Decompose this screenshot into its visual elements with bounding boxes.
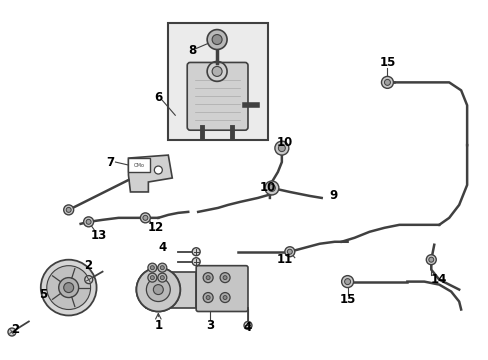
Circle shape: [150, 276, 154, 280]
Text: 3: 3: [205, 319, 214, 332]
Circle shape: [41, 260, 96, 315]
FancyBboxPatch shape: [187, 62, 247, 130]
Circle shape: [381, 76, 393, 88]
FancyBboxPatch shape: [196, 266, 247, 311]
Polygon shape: [128, 155, 172, 192]
Circle shape: [192, 258, 200, 266]
Circle shape: [212, 35, 222, 45]
Circle shape: [206, 276, 210, 280]
Text: 8: 8: [188, 44, 196, 57]
Text: 5: 5: [39, 288, 47, 301]
Circle shape: [147, 273, 157, 282]
Circle shape: [220, 273, 229, 283]
Circle shape: [146, 278, 170, 302]
Text: OMo: OMo: [134, 163, 144, 167]
Circle shape: [384, 80, 389, 85]
Circle shape: [136, 268, 180, 311]
Circle shape: [207, 30, 226, 50]
Circle shape: [153, 285, 163, 294]
Circle shape: [428, 257, 433, 262]
Circle shape: [59, 278, 79, 298]
Circle shape: [158, 263, 166, 272]
Text: 4: 4: [158, 241, 166, 254]
Circle shape: [341, 276, 353, 288]
Circle shape: [140, 213, 150, 223]
Text: 4: 4: [244, 321, 252, 334]
Text: 6: 6: [154, 91, 162, 104]
Text: 7: 7: [106, 156, 114, 168]
Text: 15: 15: [379, 56, 395, 69]
Circle shape: [158, 273, 166, 282]
Circle shape: [426, 255, 435, 265]
Circle shape: [264, 181, 278, 195]
Circle shape: [268, 184, 275, 192]
Circle shape: [212, 67, 222, 76]
Circle shape: [223, 276, 226, 280]
Text: 12: 12: [147, 221, 163, 234]
Circle shape: [86, 219, 91, 224]
Text: 1: 1: [154, 319, 162, 332]
Circle shape: [160, 266, 164, 270]
Circle shape: [220, 293, 229, 302]
Circle shape: [244, 321, 251, 329]
Circle shape: [8, 328, 16, 336]
Bar: [168, 23, 267, 140]
Text: 9: 9: [329, 189, 337, 202]
Bar: [146, 272, 196, 307]
Circle shape: [63, 205, 74, 215]
Circle shape: [206, 296, 210, 300]
Circle shape: [66, 207, 71, 212]
Circle shape: [285, 247, 294, 257]
Text: 10: 10: [276, 136, 292, 149]
Text: 14: 14: [430, 273, 447, 286]
Circle shape: [274, 141, 288, 155]
Text: 11: 11: [276, 253, 292, 266]
Circle shape: [203, 293, 213, 302]
Circle shape: [192, 248, 200, 256]
Text: 10: 10: [259, 181, 275, 194]
Circle shape: [83, 217, 93, 227]
Circle shape: [287, 249, 292, 254]
Circle shape: [344, 279, 350, 285]
Bar: [128, 158, 150, 172]
Circle shape: [154, 166, 162, 174]
Circle shape: [278, 145, 285, 152]
Circle shape: [223, 296, 226, 300]
Circle shape: [84, 276, 93, 284]
Circle shape: [63, 283, 74, 293]
Circle shape: [142, 215, 147, 220]
Text: 15: 15: [339, 293, 355, 306]
Circle shape: [47, 266, 90, 310]
Circle shape: [147, 263, 157, 272]
Circle shape: [136, 268, 180, 311]
Text: 13: 13: [90, 229, 106, 242]
Text: 2: 2: [84, 259, 93, 272]
Circle shape: [150, 266, 154, 270]
Circle shape: [203, 273, 213, 283]
Circle shape: [160, 276, 164, 280]
Text: 2: 2: [11, 323, 19, 336]
